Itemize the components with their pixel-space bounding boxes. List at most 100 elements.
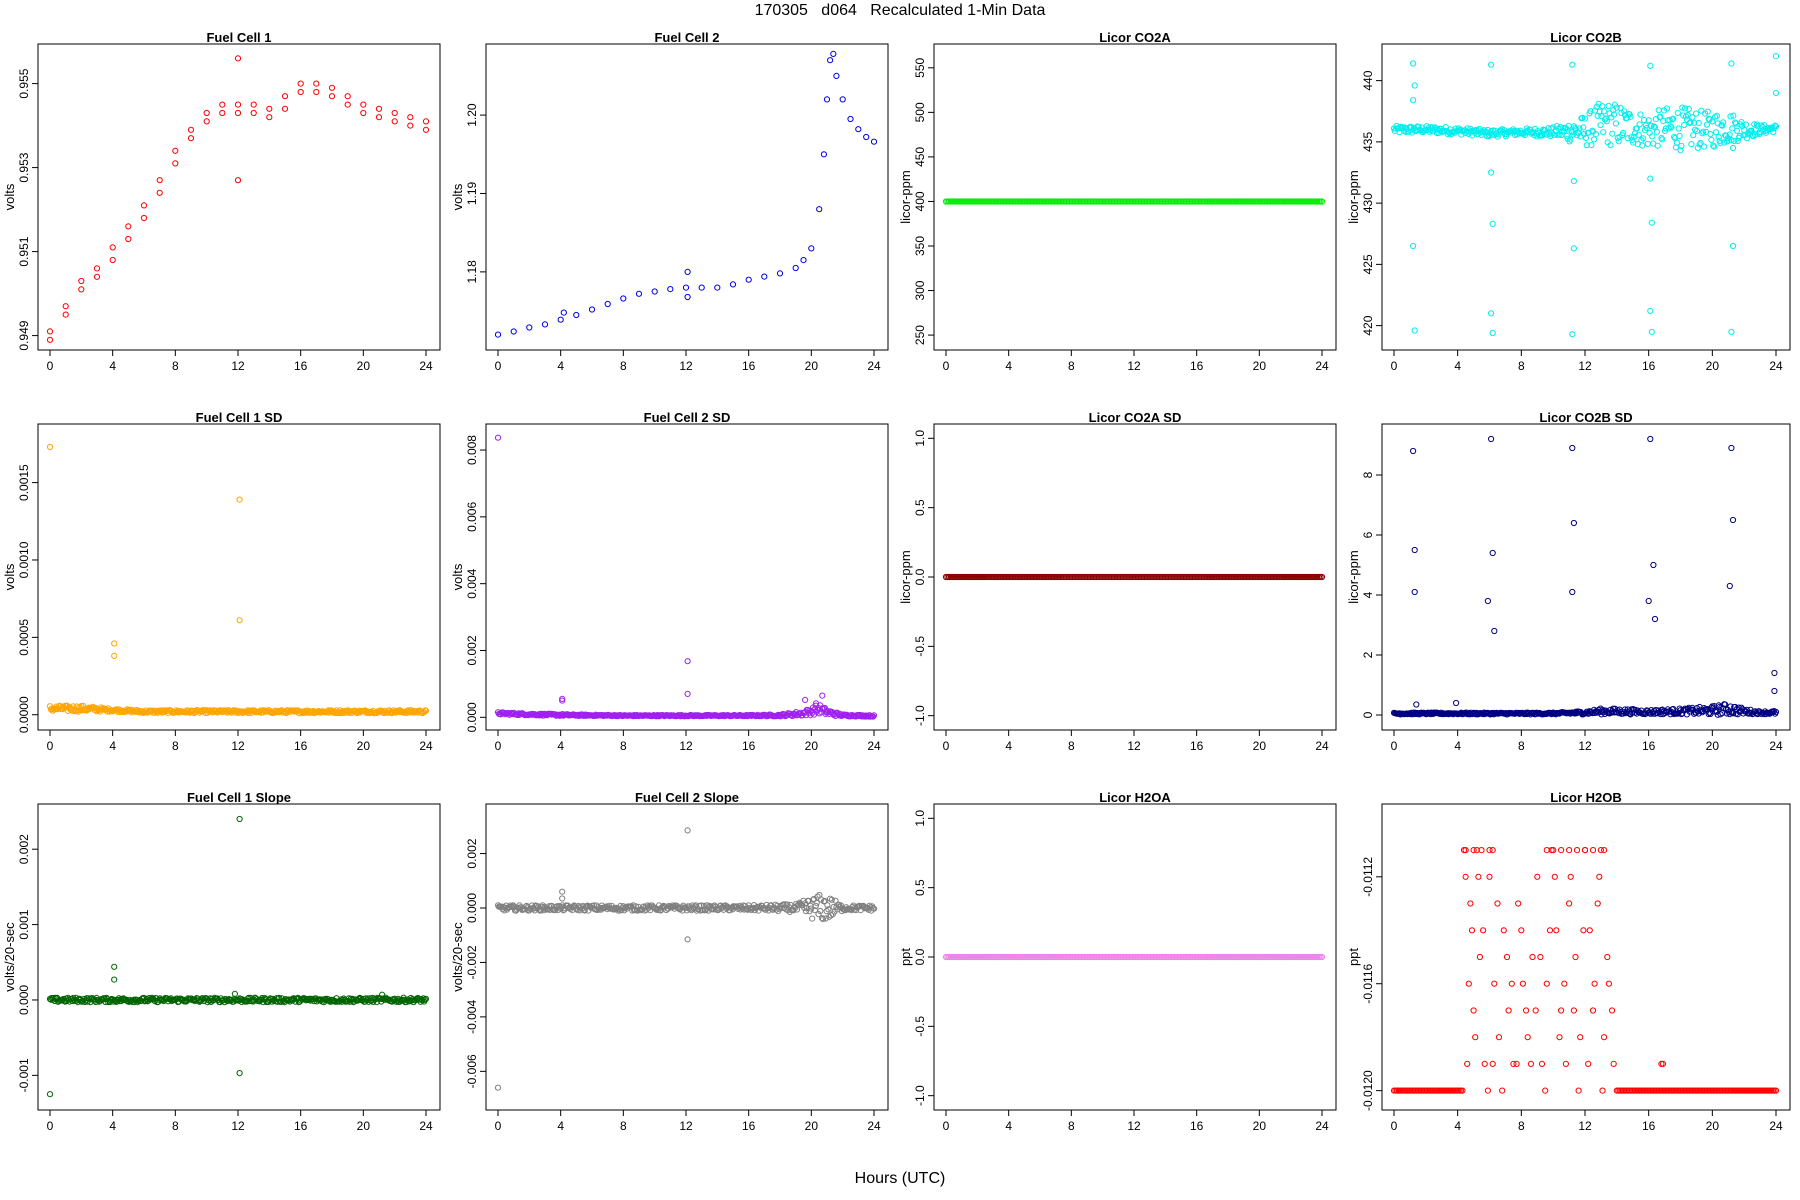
y-tick-label: 0.002 xyxy=(465,838,479,868)
data-point xyxy=(560,309,567,316)
x-tick-label: 16 xyxy=(1642,739,1656,753)
data-point xyxy=(1597,122,1604,129)
x-tick-label: 24 xyxy=(1769,1119,1783,1133)
data-point xyxy=(494,331,502,338)
x-tick-label: 4 xyxy=(1454,739,1461,753)
data-point xyxy=(821,897,828,905)
y-axis-label: licor-ppm xyxy=(898,170,913,223)
data-point xyxy=(1479,129,1486,136)
data-point xyxy=(808,245,815,252)
data-points xyxy=(942,953,1326,961)
data-point xyxy=(1571,125,1579,132)
x-tick-label: 12 xyxy=(231,739,245,753)
data-point xyxy=(814,893,821,900)
data-point xyxy=(526,324,533,331)
data-point xyxy=(1513,1060,1520,1067)
y-tick-label: 0.5 xyxy=(913,499,927,516)
y-tick-label: 0.951 xyxy=(17,236,31,266)
y-tick-label: 550 xyxy=(913,57,927,77)
data-point xyxy=(1567,873,1574,880)
data-point xyxy=(823,96,831,103)
data-point xyxy=(1518,927,1525,934)
data-point xyxy=(1579,114,1586,122)
data-point xyxy=(1690,132,1697,139)
y-tick-label: 0.006 xyxy=(465,502,479,532)
data-point xyxy=(1585,1060,1592,1067)
chart-title: Licor H2OB xyxy=(1550,790,1622,805)
data-point xyxy=(1715,134,1722,141)
x-tick-label: 16 xyxy=(294,359,308,373)
data-point xyxy=(1772,1087,1780,1094)
plot-frame xyxy=(485,803,889,1111)
data-point xyxy=(422,996,429,1003)
x-tick-label: 4 xyxy=(1454,1119,1461,1133)
data-point xyxy=(1537,953,1544,961)
y-tick-label: 350 xyxy=(913,236,927,256)
data-point xyxy=(651,288,658,295)
x-tick-label: 24 xyxy=(867,1119,881,1133)
data-point xyxy=(1588,142,1595,149)
data-point xyxy=(684,936,691,943)
data-point xyxy=(1489,847,1496,854)
x-tick-label: 24 xyxy=(419,359,433,373)
y-tick-label: 0.0000 xyxy=(17,696,31,733)
data-point xyxy=(1476,953,1483,961)
data-point xyxy=(420,995,427,1002)
data-point xyxy=(810,896,817,903)
y-tick-label: 1.0 xyxy=(913,430,927,447)
data-point xyxy=(1515,900,1522,907)
data-point xyxy=(422,118,430,125)
y-tick-label: 0.955 xyxy=(17,68,31,98)
data-point xyxy=(1682,113,1690,120)
plot-frame xyxy=(37,803,441,1111)
data-point xyxy=(1478,847,1485,854)
data-point xyxy=(1728,444,1735,452)
x-tick-label: 4 xyxy=(1454,359,1461,373)
data-point xyxy=(1586,927,1593,934)
data-point xyxy=(541,321,549,328)
data-point xyxy=(1676,132,1683,140)
data-point xyxy=(290,995,297,1002)
x-tick-label: 12 xyxy=(1127,1119,1141,1133)
data-point xyxy=(1563,132,1570,140)
y-tick-label: -0.5 xyxy=(913,1016,927,1037)
x-tick-label: 20 xyxy=(357,359,371,373)
data-point xyxy=(1527,1060,1534,1067)
data-point xyxy=(1772,123,1780,130)
data-point xyxy=(792,264,799,272)
data-point xyxy=(1480,927,1487,934)
chart-licor-h2oa: Licor H2OA ppt 0 4 8 12 16 20 24 -1.0 -0.5 0.0 0.5 1.… xyxy=(898,790,1337,1133)
y-tick-label: -0.001 xyxy=(17,1058,31,1092)
data-points xyxy=(1390,53,1780,338)
data-point xyxy=(200,995,207,1002)
data-point xyxy=(1599,1087,1606,1094)
data-point xyxy=(1639,142,1646,149)
data-point xyxy=(219,109,226,117)
data-point xyxy=(111,652,118,659)
y-tick-label: -0.004 xyxy=(465,1000,479,1034)
plot-frame xyxy=(933,43,1337,351)
data-point xyxy=(46,1091,54,1098)
data-point xyxy=(1712,129,1720,136)
data-point xyxy=(847,115,854,123)
data-point xyxy=(219,101,226,108)
data-point xyxy=(1562,1060,1569,1067)
data-point xyxy=(1453,699,1460,707)
data-point xyxy=(1658,135,1665,142)
x-tick-label: 0 xyxy=(1391,1119,1398,1133)
x-tick-label: 0 xyxy=(943,1119,950,1133)
x-tick-label: 8 xyxy=(1068,359,1075,373)
data-point xyxy=(1700,128,1707,135)
data-point xyxy=(1607,142,1614,149)
data-point xyxy=(684,658,691,665)
x-tick-label: 4 xyxy=(1005,1119,1012,1133)
data-point xyxy=(1486,873,1493,880)
x-tick-label: 0 xyxy=(943,359,950,373)
data-points xyxy=(46,55,430,343)
x-tick-label: 12 xyxy=(679,1119,693,1133)
data-point xyxy=(1561,980,1568,987)
data-point xyxy=(1733,127,1740,134)
y-tick-label: 420 xyxy=(1361,315,1375,335)
data-point xyxy=(1558,1007,1565,1014)
